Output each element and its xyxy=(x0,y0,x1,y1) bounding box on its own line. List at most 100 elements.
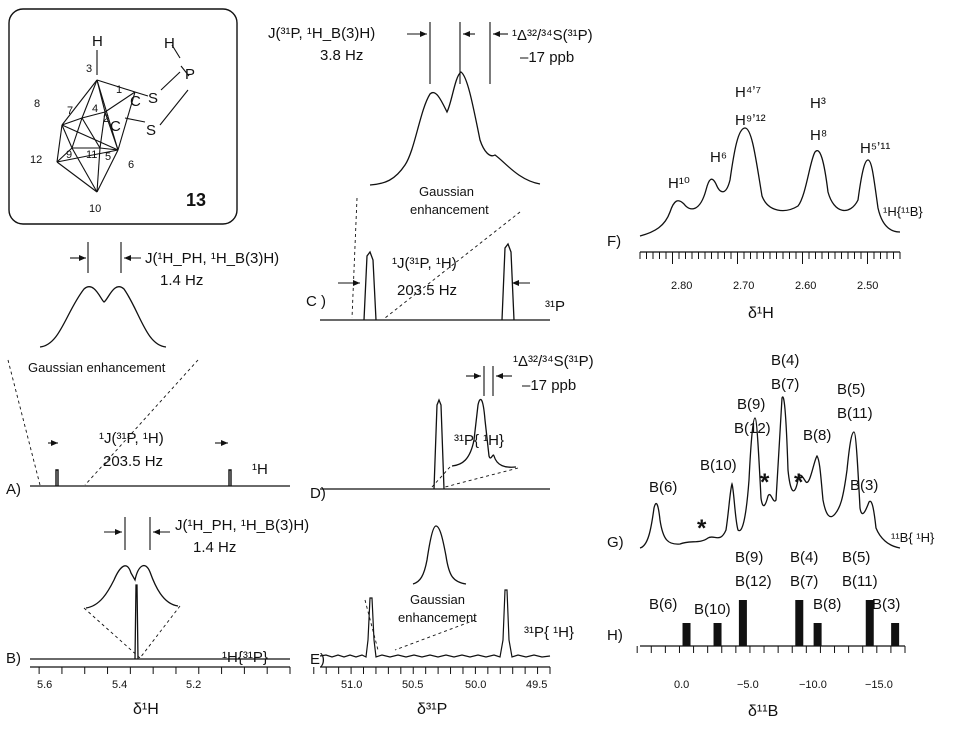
panel-g-nucleus: ¹¹B{ ¹H} xyxy=(891,530,935,545)
panel-h-bar xyxy=(891,623,900,646)
panel-h-axis xyxy=(636,645,906,653)
vertex-12: 12 xyxy=(30,154,42,166)
panel-c-enhancement-line1: Gaussian xyxy=(419,184,474,199)
vertex-3: 3 xyxy=(86,63,92,75)
vertex-7: 7 xyxy=(67,105,73,117)
vertex-2: 2 xyxy=(103,113,109,125)
panel-h-axis-label: δ¹¹B xyxy=(748,703,778,720)
panel-g-impurity-3: * xyxy=(794,469,804,496)
panel-e-enhancement-line2: enhancement xyxy=(398,610,477,625)
panel-g-label-b6: B(6) xyxy=(649,479,677,496)
panel-a-inset-spectrum xyxy=(39,286,167,348)
panel-e-spectrum xyxy=(319,589,551,658)
panel-g-label-b3: B(3) xyxy=(850,477,878,494)
panel-c-enhancement-line2: enhancement xyxy=(410,202,489,217)
panel-g-label-b8: B(8) xyxy=(803,427,831,444)
panel-d-isotope-line1: ¹Δ³²/³⁴S(³¹P) xyxy=(513,353,594,370)
panel-g-label-b10: B(10) xyxy=(700,457,737,474)
vertex-9: 9 xyxy=(66,149,72,161)
panel-f-label-h10: H¹⁰ xyxy=(668,175,690,192)
panel-f-nucleus: ¹H{¹¹B} xyxy=(883,204,923,219)
panel-g-spectrum xyxy=(639,396,901,549)
panel-c-letter: C ) xyxy=(306,293,326,310)
cage-bonds xyxy=(56,44,190,193)
panel-c-nucleus: ³¹P xyxy=(545,298,565,315)
panel-h-label-b6: B(6) xyxy=(649,596,677,613)
panel-f-tick-0: 2.80 xyxy=(671,280,692,292)
panel-a-peak-right xyxy=(228,469,232,486)
panel-f-axis xyxy=(639,251,901,264)
panel-e-tick-1: 50.5 xyxy=(402,679,423,691)
panel-b-peak xyxy=(134,584,139,660)
panel-f-letter: F) xyxy=(607,233,621,250)
panel-g-label-b11: B(11) xyxy=(837,405,873,422)
panel-g-impurity-2: * xyxy=(760,469,770,496)
panel-f-tick-2: 2.60 xyxy=(795,280,816,292)
panel-b-coupling-line2: 1.4 Hz xyxy=(193,539,236,556)
panel-h-label-b8: B(8) xyxy=(813,596,841,613)
panel-a: J(¹H_PH, ¹H_B(3)H) 1.4 Hz Gaussian enhan… xyxy=(6,242,290,498)
panel-h-label-b10: B(10) xyxy=(694,601,731,618)
panel-f-label-h47: H⁴ʼ⁷ xyxy=(735,84,761,101)
panel-a-coupling-main-line1: ¹J(³¹P, ¹H) xyxy=(99,430,164,447)
panel-b-axis-label: δ¹H xyxy=(133,701,159,718)
panel-b-tick-0: 5.6 xyxy=(37,679,52,691)
panel-f-tick-3: 2.50 xyxy=(857,280,878,292)
panel-c-inset-spectrum xyxy=(369,71,541,186)
vertex-5: 5 xyxy=(105,151,111,163)
panel-e-enhancement-line1: Gaussian xyxy=(410,592,465,607)
structure-compound-13: H H P C C S S 1 2 3 4 5 6 7 8 9 10 11 12… xyxy=(8,8,238,225)
atom-h-p: H xyxy=(164,35,175,52)
panel-h-tick-3: −15.0 xyxy=(865,679,893,691)
panel-a-coupling-main-line2: 203.5 Hz xyxy=(103,453,163,470)
panel-c-peak-left xyxy=(363,250,377,321)
panel-h-tick-2: −10.0 xyxy=(799,679,827,691)
panel-d: ¹Δ³²/³⁴S(³¹P) –17 ppb ³¹P{ ¹H} D) xyxy=(310,353,594,502)
panel-h-label-b4: B(4) xyxy=(790,549,818,566)
panel-b-tick-1: 5.4 xyxy=(112,679,127,691)
atom-h-top: H xyxy=(92,33,103,50)
panel-h-label-b7: B(7) xyxy=(790,573,818,590)
vertex-6: 6 xyxy=(128,159,134,171)
panel-c-inset-coupling-line2: 3.8 Hz xyxy=(320,47,363,64)
panel-e-tick-0: 51.0 xyxy=(341,679,362,691)
panel-g-label-b9: B(9) xyxy=(737,396,765,413)
panel-a-peak-left xyxy=(55,469,59,486)
panel-c-peak-right xyxy=(501,242,515,321)
panel-e-letter: E) xyxy=(310,651,325,668)
panel-f-label-h3: H³ xyxy=(810,95,826,112)
panel-b-coupling-line1: J(¹H_PH, ¹H_B(3)H) xyxy=(175,517,309,534)
panel-h-bar xyxy=(865,600,874,646)
panel-b: J(¹H_PH, ¹H_B(3)H) 1.4 Hz ¹H{³¹P} B) 5.6… xyxy=(6,517,309,718)
panel-d-isotope-line2: –17 ppb xyxy=(522,377,576,394)
atom-s2: S xyxy=(146,122,156,139)
panel-c-inset-coupling-line1: J(³¹P, ¹H_B(3)H) xyxy=(268,25,375,42)
panel-a-coupling-inset-line2: 1.4 Hz xyxy=(160,272,203,289)
panel-b-tick-2: 5.2 xyxy=(186,679,201,691)
panel-e: Gaussian enhancement ³¹P{ ¹H} E) 51.0 50… xyxy=(310,525,574,718)
panel-f-tick-1: 2.70 xyxy=(733,280,754,292)
panel-h-bars xyxy=(682,600,900,646)
panel-c-isotope-line1: ¹Δ³²/³⁴S(³¹P) xyxy=(512,27,593,44)
panel-f-label-h8: H⁸ xyxy=(810,127,827,144)
panel-f-label-h511: H⁵ʼ¹¹ xyxy=(860,140,890,157)
panel-e-axis xyxy=(313,666,551,674)
panel-c-coupling-line1: ¹J(³¹P, ¹H) xyxy=(392,255,457,272)
panel-d-peak xyxy=(433,398,445,490)
panel-c: J(³¹P, ¹H_B(3)H) 3.8 Hz ¹Δ³²/³⁴S(³¹P) –1… xyxy=(268,22,593,321)
panel-d-nucleus: ³¹P{ ¹H} xyxy=(454,432,504,449)
panel-g-label-b7: B(7) xyxy=(771,376,799,393)
panel-h-tick-0: 0.0 xyxy=(674,679,689,691)
panel-e-tick-2: 50.0 xyxy=(465,679,486,691)
panel-h-bar xyxy=(713,623,722,646)
panel-h-bar xyxy=(738,600,747,646)
vertex-10: 10 xyxy=(89,203,101,215)
panel-c-coupling-line2: 203.5 Hz xyxy=(397,282,457,299)
panel-f-label-h912: H⁹ʼ¹² xyxy=(735,112,766,129)
panel-g-impurity-1: * xyxy=(697,515,707,542)
panel-e-tick-3: 49.5 xyxy=(526,679,547,691)
panel-c-isotope-line2: –17 ppb xyxy=(520,49,574,66)
atom-c1: C xyxy=(130,93,141,110)
panel-g-label-b12: B(12) xyxy=(734,420,771,437)
